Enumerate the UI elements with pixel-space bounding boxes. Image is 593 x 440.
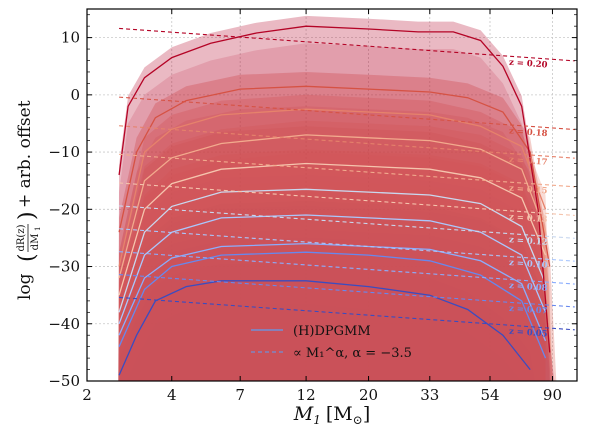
band-inner [119, 260, 546, 381]
power-law-line [119, 273, 575, 308]
redshift-label: z = 0.20 [509, 58, 548, 71]
redshift-labels: z = 0.05 z = 0.07 z = 0.08 z = 0.10 z = 0.12… [509, 58, 548, 340]
median-line [118, 162, 547, 296]
band-outer [118, 263, 535, 381]
axis-ticks: 2 4 7 12 20 33 54 90 −50 −40 −30 −20 −10 0 10 [48, 9, 577, 404]
redshift-label: z = 0.07 [509, 304, 548, 317]
svg-text:log: log [15, 273, 35, 300]
median-line [118, 251, 547, 359]
power-law-line [119, 228, 575, 262]
band-inner [119, 180, 546, 381]
redshift-label: z = 0.05 [509, 327, 548, 340]
x-tick-label: 4 [167, 386, 177, 404]
svg-text:(: ( [15, 253, 40, 262]
median-line [118, 85, 551, 267]
band-inner [126, 303, 522, 381]
band-inner [119, 206, 546, 381]
median-line [118, 108, 547, 267]
band-outer [118, 149, 553, 381]
power-law-lines [119, 27, 575, 331]
power-law-line [119, 96, 575, 131]
redshift-label: z = 0.18 [509, 126, 548, 139]
legend-label-hdpgmm: (H)DPGMM [293, 324, 371, 339]
x-tick-label: 2 [82, 386, 92, 404]
plot-frame [86, 8, 578, 382]
band-outer [118, 229, 551, 381]
median-line [118, 134, 547, 279]
confidence-bands [118, 15, 557, 381]
power-law-line [119, 205, 575, 239]
median-line [118, 25, 551, 353]
power-law-line [119, 27, 575, 62]
band-outer [118, 94, 553, 381]
y-tick-label: −20 [48, 200, 80, 218]
y-tick-label: −40 [48, 315, 80, 333]
redshift-label: z = 0.13 [509, 212, 548, 225]
band-inner [119, 106, 550, 381]
power-law-line [119, 251, 575, 285]
redshift-label: z = 0.08 [509, 281, 548, 294]
y-tick-label: 0 [70, 86, 80, 104]
median-line [118, 214, 547, 325]
x-tick-label: 54 [480, 386, 499, 404]
legend: (H)DPGMM ∝ M₁^α, α = −3.5 [251, 324, 412, 361]
median-line [118, 188, 547, 313]
band-inner [119, 269, 546, 381]
x-tick-label: 12 [297, 386, 316, 404]
power-law-line [119, 296, 575, 331]
redshift-label: z = 0.10 [509, 258, 548, 271]
median-line [118, 242, 547, 342]
svg-text:dR(z): dR(z) [16, 224, 27, 251]
redshift-label: z = 0.17 [509, 155, 548, 168]
band-outer [118, 72, 557, 381]
redshift-label: z = 0.15 [509, 184, 548, 197]
band-inner [119, 43, 550, 381]
band-outer [118, 237, 551, 381]
x-axis-title: M1 [M⊙] [293, 403, 370, 427]
x-tick-label: 33 [420, 386, 439, 404]
x-tick-label: 90 [543, 386, 562, 404]
y-axis-title: log ( dR(z) dM 1 ) + arb. offset [15, 100, 42, 300]
power-law-line [119, 182, 575, 216]
redshift-label: z = 0.12 [509, 235, 548, 248]
y-tick-label: −10 [48, 143, 80, 161]
svg-text:+ arb. offset: + arb. offset [15, 100, 35, 208]
svg-text:1: 1 [34, 227, 42, 231]
median-lines [118, 25, 551, 376]
y-tick-label: 10 [61, 29, 80, 47]
x-tick-label: 20 [359, 386, 378, 404]
svg-text:dM: dM [30, 234, 41, 251]
band-outer [118, 120, 553, 381]
power-law-line [119, 153, 575, 188]
power-law-line [119, 125, 575, 159]
y-tick-label: −30 [48, 258, 80, 276]
svg-text:): ) [15, 211, 40, 220]
band-outer [118, 175, 553, 381]
legend-label-powerlaw: ∝ M₁^α, α = −3.5 [293, 346, 412, 361]
median-line [118, 280, 531, 376]
y-tick-label: −50 [48, 372, 80, 390]
x-tick-label: 7 [235, 386, 245, 404]
band-inner [119, 232, 546, 381]
